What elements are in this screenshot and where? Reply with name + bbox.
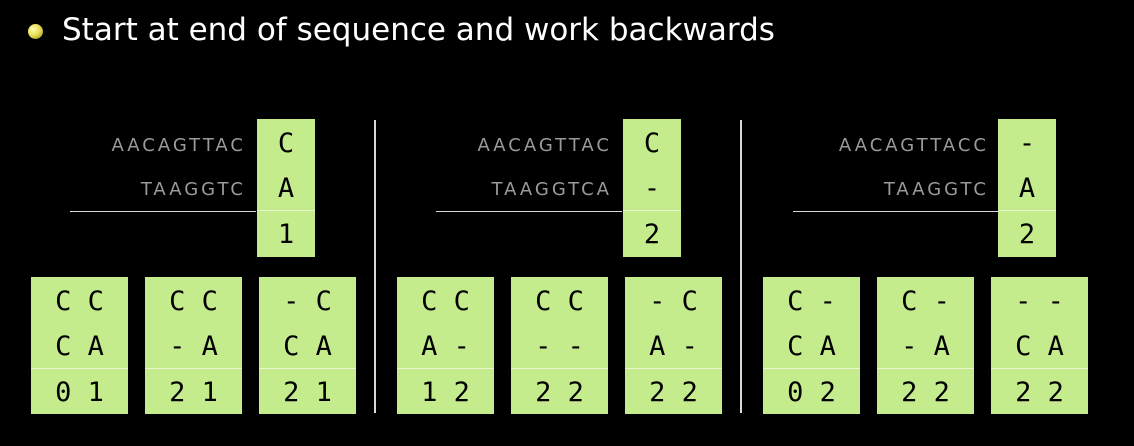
option-card: C C C A 0 1 [31,277,128,414]
current-column: C A 1 [257,119,315,257]
card-top-row: C C [169,286,218,317]
card-score: 2 1 [283,377,332,408]
option-card: C C - - 2 2 [511,277,608,414]
card-top-row: C - [901,286,950,317]
column-bottom-char: - [643,173,661,204]
bottom-sequence: TAAGGTC [883,179,989,200]
card-score: 2 2 [535,377,584,408]
card-divider [259,368,356,369]
column-score: 2 [1018,219,1036,250]
card-divider [511,368,608,369]
alignment-rule [793,211,998,212]
card-bottom-row: C A [55,331,104,362]
card-bottom-row: A - [421,331,470,362]
option-card: C C A - 1 2 [397,277,494,414]
column-divider [257,210,315,211]
option-card: - - C A 2 2 [991,277,1088,414]
card-bottom-row: - - [535,331,584,362]
top-sequence: AACAGTTAC [111,135,246,156]
card-divider [991,368,1088,369]
card-top-row: - - [1015,286,1064,317]
card-score: 2 2 [901,377,950,408]
card-divider [145,368,242,369]
card-bottom-row: C A [787,331,836,362]
card-divider [397,368,494,369]
column-bottom-char: A [1018,173,1036,204]
top-sequence: AACAGTTAC [477,135,612,156]
card-score: 2 2 [649,377,698,408]
card-score: 2 1 [169,377,218,408]
card-divider [877,368,974,369]
column-divider [998,210,1056,211]
bullet-icon [28,24,43,39]
page-title: Start at end of sequence and work backwa… [62,12,775,48]
panel-separator [374,120,376,413]
alignment-rule [436,211,622,212]
card-top-row: C - [787,286,836,317]
current-column: - A 2 [998,119,1056,257]
card-top-row: - C [649,286,698,317]
card-bottom-row: - A [169,331,218,362]
panel-separator [740,120,742,413]
card-score: 1 2 [421,377,470,408]
option-card: C C - A 2 1 [145,277,242,414]
alignment-rule [70,211,256,212]
current-column: C - 2 [623,119,681,257]
card-score: 0 1 [55,377,104,408]
column-score: 1 [277,219,295,250]
card-score: 0 2 [787,377,836,408]
card-bottom-row: - A [901,331,950,362]
column-score: 2 [643,219,661,250]
option-card: C - C A 0 2 [763,277,860,414]
column-top-char: - [1018,128,1036,159]
card-top-row: C C [55,286,104,317]
card-top-row: C C [535,286,584,317]
card-top-row: C C [421,286,470,317]
card-top-row: - C [283,286,332,317]
option-card: - C A - 2 2 [625,277,722,414]
bottom-sequence: TAAGGTCA [491,179,612,200]
card-score: 2 2 [1015,377,1064,408]
card-divider [31,368,128,369]
card-bottom-row: A - [649,331,698,362]
top-sequence: AACAGTTACC [838,135,989,156]
card-bottom-row: C A [1015,331,1064,362]
column-divider [623,210,681,211]
card-bottom-row: C A [283,331,332,362]
card-divider [625,368,722,369]
column-top-char: C [643,128,661,159]
card-divider [763,368,860,369]
bottom-sequence: TAAGGTC [140,179,246,200]
option-card: - C C A 2 1 [259,277,356,414]
column-top-char: C [277,128,295,159]
option-card: C - - A 2 2 [877,277,974,414]
column-bottom-char: A [277,173,295,204]
